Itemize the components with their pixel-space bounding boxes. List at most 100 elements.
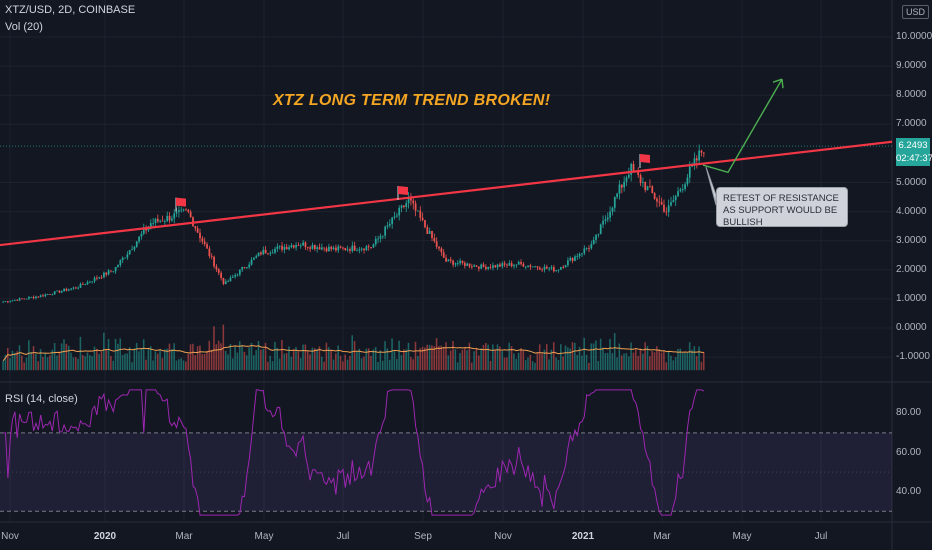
volume-bar: [367, 348, 370, 371]
candle-body: [311, 245, 314, 249]
volume-bar: [487, 344, 489, 371]
candle-body: [475, 265, 478, 267]
volume-bar: [691, 349, 693, 371]
volume-bar: [220, 343, 222, 371]
volume-bar: [4, 354, 7, 371]
volume-bar: [374, 347, 377, 371]
candle-body: [583, 248, 586, 254]
candle-body: [257, 252, 260, 256]
volume-bar: [384, 341, 386, 371]
volume-bar: [194, 355, 196, 371]
candle-body: [349, 249, 351, 251]
volume-bar: [684, 352, 686, 371]
candle-body: [499, 264, 501, 267]
callout-pointer: [705, 166, 717, 206]
candle-body: [346, 249, 349, 251]
candle-body: [98, 277, 101, 279]
candle-body: [84, 284, 87, 286]
volume-bar: [156, 353, 159, 371]
candle-body: [606, 217, 609, 220]
candle-body: [74, 287, 77, 289]
candle-body: [206, 244, 208, 249]
volume-bar: [410, 356, 412, 371]
candle-body: [602, 220, 604, 225]
volume-bar: [672, 360, 675, 371]
volume-bar: [166, 348, 168, 371]
candle-body: [463, 262, 466, 266]
bar-countdown: 02:47:37: [896, 153, 932, 164]
volume-bar: [496, 344, 499, 371]
candle-body: [32, 296, 35, 299]
candle-body: [562, 267, 565, 268]
volume-bar: [419, 348, 421, 371]
candle-body: [524, 266, 527, 268]
candle-body: [313, 245, 316, 249]
volume-bar: [466, 350, 468, 371]
volume-indicator-label[interactable]: Vol (20): [5, 21, 43, 33]
candle-body: [145, 228, 147, 231]
candle-body: [552, 267, 555, 272]
candle-body: [679, 189, 682, 192]
volume-bar: [335, 353, 337, 371]
volume-bar: [159, 349, 161, 371]
candle-body: [522, 263, 525, 267]
volume-bar: [342, 361, 344, 371]
volume-bar: [210, 349, 213, 371]
volume-bar: [470, 362, 473, 371]
symbol-title[interactable]: XTZ/USD, 2D, COINBASE: [5, 4, 136, 16]
volume-bar: [679, 348, 682, 371]
volume-bar: [365, 348, 368, 371]
volume-bar: [545, 344, 548, 371]
candle-body: [693, 158, 696, 165]
volume-bar: [656, 346, 658, 371]
rsi-indicator-label[interactable]: RSI (14, close): [5, 393, 78, 405]
volume-bar: [213, 326, 215, 371]
candle-body: [238, 269, 241, 275]
candle-body: [290, 245, 293, 248]
candle-body: [100, 277, 103, 279]
volume-bar: [618, 343, 621, 371]
volume-bar: [363, 356, 365, 371]
volume-bar: [56, 355, 58, 371]
currency-badge[interactable]: USD: [902, 5, 930, 19]
volume-bar: [145, 359, 147, 371]
candle-body: [156, 218, 159, 222]
volume-bar: [53, 343, 56, 371]
candle-body: [665, 211, 668, 213]
candle-body: [473, 265, 476, 267]
candle-body: [405, 203, 408, 208]
candle-body: [440, 248, 443, 253]
volume-bar: [98, 353, 100, 371]
candle-body: [534, 266, 536, 268]
candle-body: [452, 260, 454, 265]
volume-bar: [405, 349, 407, 371]
volume-bar: [163, 349, 166, 371]
candle-body: [316, 247, 319, 249]
candle-body: [412, 200, 415, 204]
price-axis-label: 5.0000: [896, 176, 927, 188]
candle-body: [545, 266, 548, 269]
volume-bar: [424, 347, 426, 371]
candle-body: [377, 238, 379, 240]
volume-bar: [276, 347, 279, 371]
candle-body: [461, 260, 464, 263]
candle-body: [496, 264, 499, 268]
candle-body: [609, 211, 611, 218]
candle-body: [644, 182, 647, 191]
candle-body: [138, 236, 140, 242]
candle-body: [246, 267, 248, 269]
peak-flags: [175, 153, 650, 212]
candle-body: [616, 193, 618, 198]
candle-body: [332, 247, 335, 250]
volume-bar: [400, 355, 403, 371]
volume-bar: [606, 352, 609, 371]
candle-body: [358, 249, 361, 251]
volume-bar: [332, 359, 335, 371]
volume-bar: [485, 342, 487, 371]
candle-body: [574, 256, 576, 261]
candle-body: [698, 150, 701, 161]
candle-body: [403, 205, 405, 208]
candle-body: [11, 300, 14, 302]
volume-bar: [360, 358, 363, 371]
